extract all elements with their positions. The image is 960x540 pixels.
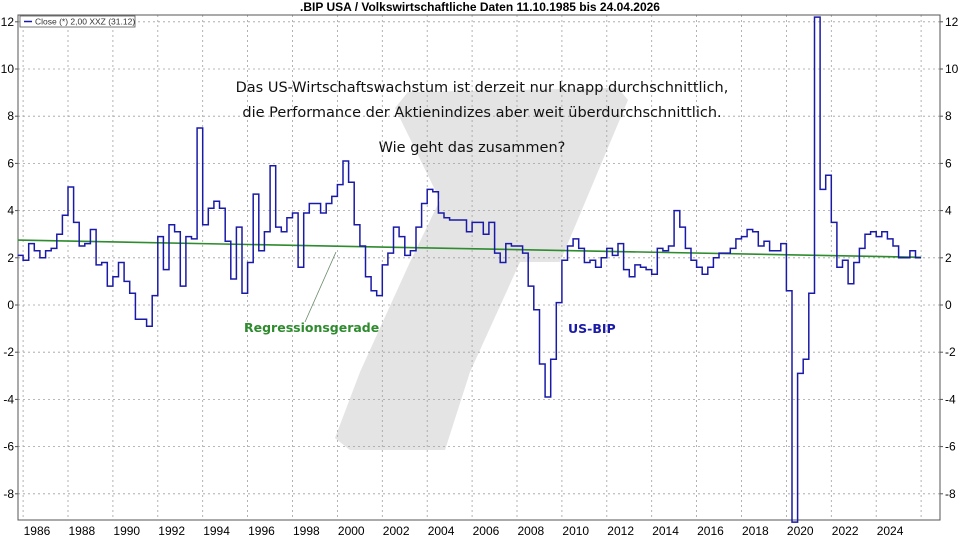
regression-label: Regressionsgerade xyxy=(244,320,379,335)
y-tick-right: 10 xyxy=(945,62,959,76)
x-tick-label: 1998 xyxy=(293,524,320,538)
annotation-line-3: Wie geht das zusammen? xyxy=(379,140,566,156)
x-tick-label: 1994 xyxy=(203,524,230,538)
x-tick-label: 1988 xyxy=(69,524,96,538)
y-tick-right: 6 xyxy=(945,156,952,170)
y-tick-right: 12 xyxy=(945,15,959,29)
x-tick-label: 2016 xyxy=(697,524,724,538)
y-tick-right: -8 xyxy=(945,487,956,501)
x-tick-label: 2000 xyxy=(338,524,365,538)
x-tick-label: 2014 xyxy=(652,524,679,538)
y-tick-right: -2 xyxy=(945,345,956,359)
y-tick-left: 10 xyxy=(1,62,15,76)
legend-text: Close (*) 2,00 XXZ (31.12) xyxy=(35,17,135,27)
x-tick-label: 2002 xyxy=(383,524,410,538)
y-tick-left: 8 xyxy=(7,109,14,123)
x-axis: 1986 1988 1990 1992 1994 1996 1998 2000 2002 2004… xyxy=(24,524,904,538)
y-tick-left: -4 xyxy=(3,392,14,406)
annotation-line-2: die Performance der Aktienindizes aber w… xyxy=(242,105,721,121)
x-tick-label: 1992 xyxy=(158,524,185,538)
y-axis-left: 12 10 8 6 4 2 0 -2 -4 -6 -8 xyxy=(1,15,18,501)
y-tick-left: 2 xyxy=(7,251,14,265)
x-tick-label: 2018 xyxy=(742,524,769,538)
y-tick-left: -2 xyxy=(3,345,14,359)
y-tick-left: 6 xyxy=(7,156,14,170)
x-tick-label: 2012 xyxy=(607,524,634,538)
x-tick-label: 1990 xyxy=(113,524,140,538)
regression-line xyxy=(17,239,922,259)
us-bip-line xyxy=(17,16,922,523)
y-tick-right: 0 xyxy=(945,298,952,312)
y-tick-left: -8 xyxy=(3,487,14,501)
y-tick-left: 4 xyxy=(7,204,14,218)
y-tick-left: -6 xyxy=(3,440,14,454)
x-tick-label: 2006 xyxy=(473,524,500,538)
watermark-logo xyxy=(335,88,628,450)
y-tick-left: 0 xyxy=(7,298,14,312)
chart-title: .BIP USA / Volkswirtschaftliche Daten 11… xyxy=(300,0,660,14)
y-tick-right: -4 xyxy=(945,392,956,406)
x-tick-label: 2024 xyxy=(877,524,904,538)
y-tick-right: 8 xyxy=(945,109,952,123)
plot-area-border xyxy=(17,14,941,521)
x-tick-label: 2010 xyxy=(562,524,589,538)
grid xyxy=(18,15,940,520)
y-tick-right: 4 xyxy=(945,204,952,218)
regression-leader-line xyxy=(304,251,337,323)
y-axis-right: 12 10 8 6 4 2 0 -2 -4 -6 -8 xyxy=(940,15,959,501)
y-tick-left: 12 xyxy=(1,15,15,29)
x-tick-label: 2004 xyxy=(428,524,455,538)
x-tick-label: 2020 xyxy=(787,524,814,538)
x-tick-label: 2022 xyxy=(832,524,859,538)
annotation-line-1: Das US-Wirtschaftswachstum ist derzeit n… xyxy=(236,80,729,96)
x-tick-label: 2008 xyxy=(518,524,545,538)
x-tick-label: 1996 xyxy=(248,524,275,538)
us-bip-label: US-BIP xyxy=(568,321,616,336)
y-tick-right: -6 xyxy=(945,440,956,454)
x-tick-label: 1986 xyxy=(24,524,51,538)
y-tick-right: 2 xyxy=(945,251,952,265)
legend: Close (*) 2,00 XXZ (31.12) xyxy=(19,15,136,28)
